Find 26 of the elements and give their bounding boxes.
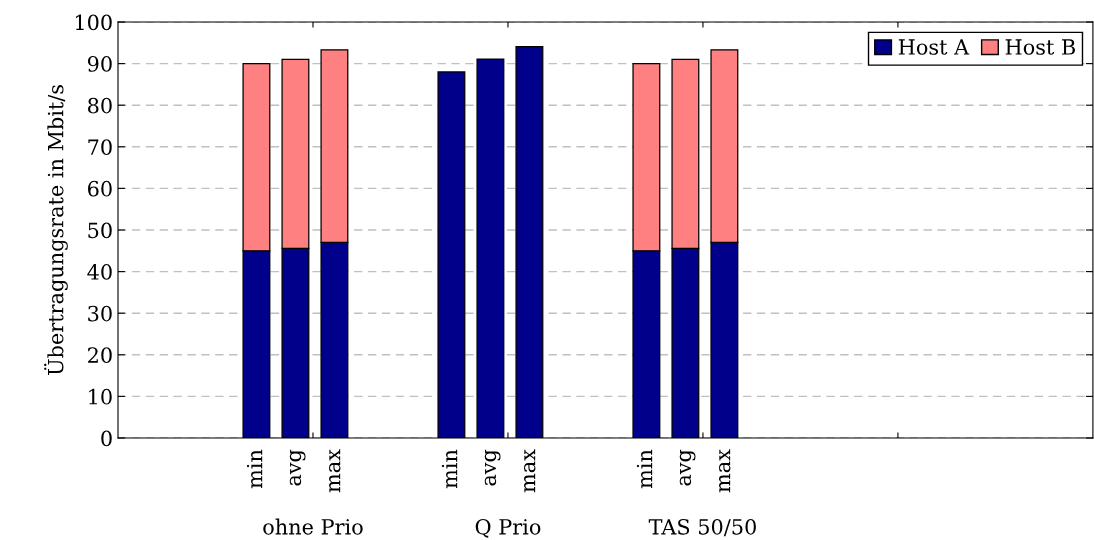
y-tick-label: 50 bbox=[88, 222, 112, 239]
y-tick-label: 0 bbox=[101, 430, 112, 447]
y-tick-label: 20 bbox=[88, 347, 112, 364]
x-tick-label: min bbox=[441, 449, 458, 489]
y-tick-label: 30 bbox=[88, 305, 112, 322]
legend-label: Host B bbox=[1005, 39, 1075, 55]
y-tick-label: 100 bbox=[75, 14, 112, 31]
y-tick-label: 80 bbox=[88, 97, 112, 114]
text: ohne Prio bbox=[263, 518, 363, 535]
text: Q Prio bbox=[475, 518, 541, 538]
y-tick-label: 40 bbox=[87, 264, 112, 280]
x-tick-label: avg bbox=[679, 449, 696, 486]
text: TAS 50/50 bbox=[648, 518, 756, 537]
x-tick-label: max bbox=[329, 449, 341, 493]
y-tick-label: 90 bbox=[87, 56, 112, 72]
y-tick-label: 60 bbox=[88, 180, 112, 197]
x-tick-label: max bbox=[719, 449, 731, 493]
y-axis-title: Übertragungsrate in Mbit/s bbox=[44, 85, 68, 375]
x-tick-label: avg bbox=[484, 449, 501, 486]
y-tick-label: 70 bbox=[88, 139, 112, 156]
x-tick-label: max bbox=[524, 449, 536, 493]
x-tick-label: avg bbox=[289, 449, 306, 486]
x-tick-label: min bbox=[246, 449, 263, 489]
x-tick-label: min bbox=[636, 449, 653, 489]
legend-label: Host A bbox=[898, 39, 970, 55]
y-tick-label: 10 bbox=[89, 388, 112, 405]
